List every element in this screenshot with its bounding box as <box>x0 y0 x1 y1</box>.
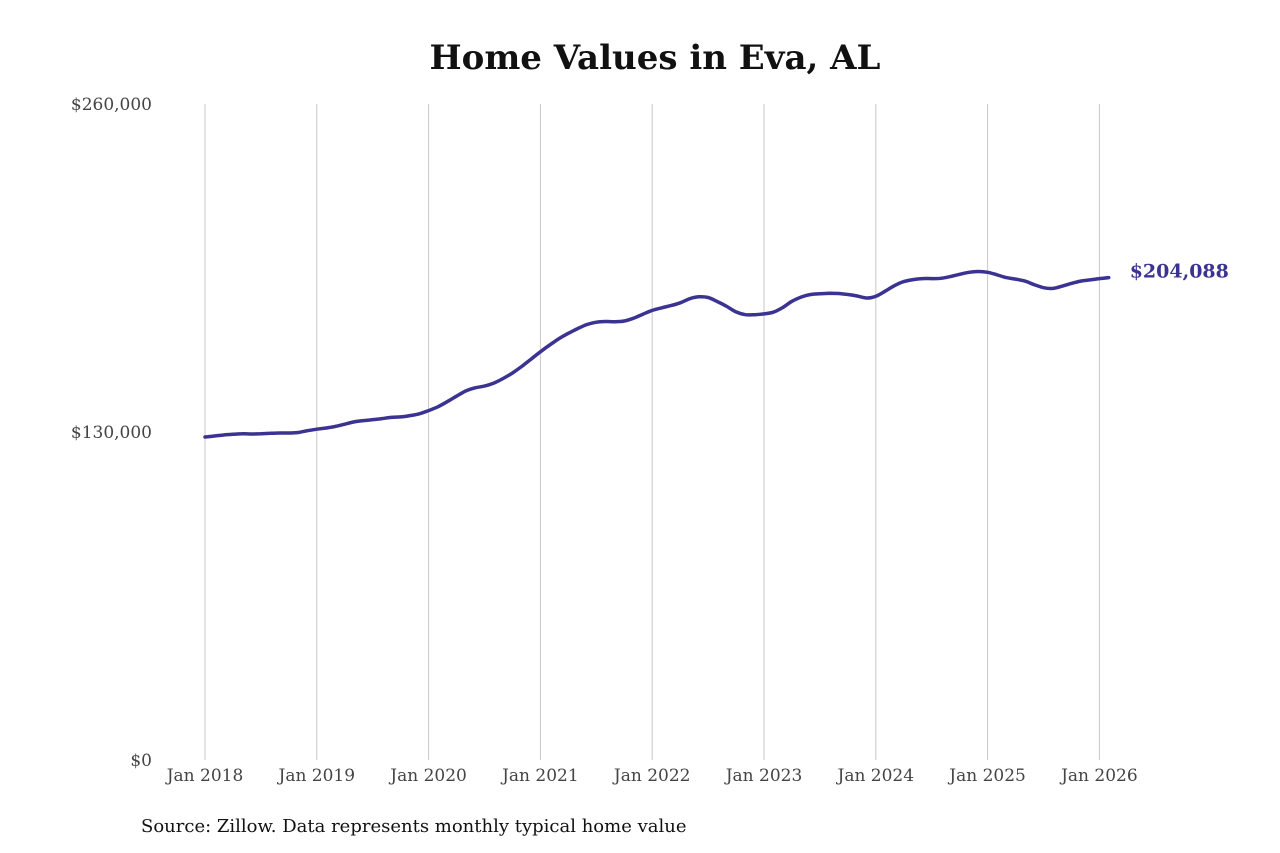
chart-title: Home Values in Eva, AL <box>429 38 881 78</box>
x-tick-label: Jan 2023 <box>724 766 803 786</box>
x-tick-label: Jan 2025 <box>947 766 1026 786</box>
y-axis-labels: $0 $130,000 $260,000 <box>71 95 152 771</box>
x-tick-label: Jan 2026 <box>1059 766 1138 786</box>
y-tick-label: $0 <box>130 751 152 771</box>
x-tick-label: Jan 2020 <box>388 766 467 786</box>
x-tick-label: Jan 2021 <box>500 766 579 786</box>
x-tick-label: Jan 2019 <box>277 766 356 786</box>
y-tick-label: $260,000 <box>71 95 152 115</box>
gridlines <box>204 104 1100 760</box>
last-value-label: $204,088 <box>1130 261 1229 283</box>
x-tick-label: Jan 2024 <box>836 766 915 786</box>
y-tick-label: $130,000 <box>71 423 152 443</box>
source-note: Source: Zillow. Data represents monthly … <box>141 816 687 837</box>
x-tick-label: Jan 2018 <box>165 766 244 786</box>
x-tick-label: Jan 2022 <box>612 766 691 786</box>
x-axis-labels: Jan 2018 Jan 2019 Jan 2020 Jan 2021 Jan 2022… <box>165 766 1138 786</box>
home-value-line <box>203 269 1111 439</box>
